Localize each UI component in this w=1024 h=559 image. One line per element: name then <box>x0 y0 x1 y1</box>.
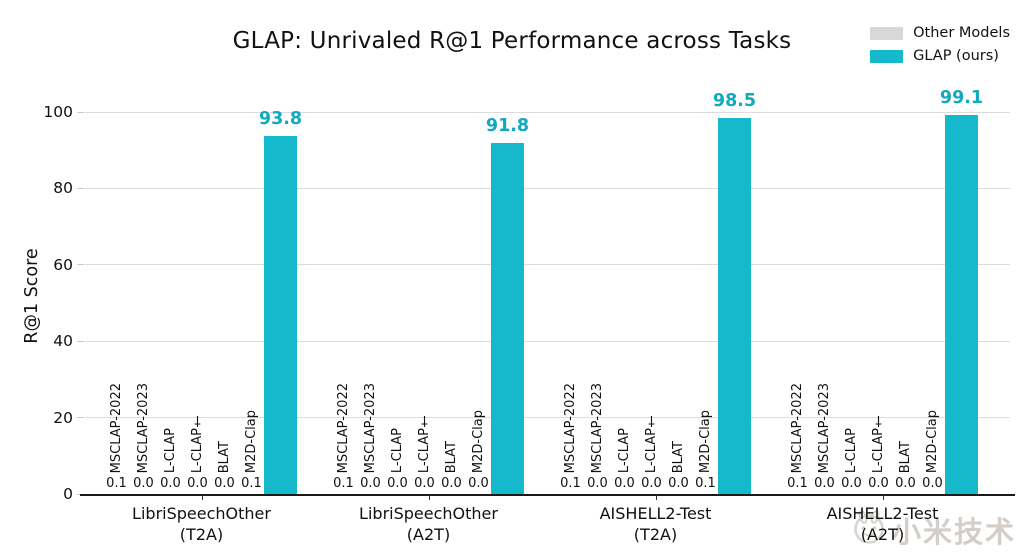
other-model-name: M2D-Clap <box>697 409 713 473</box>
glap-bar <box>718 117 751 494</box>
other-model-name: MSCLAP-2023 <box>589 382 605 473</box>
other-model-name: MSCLAP-2022 <box>789 382 805 473</box>
category-label-line2: (A2T) <box>406 525 451 544</box>
other-model-name: MSCLAP-2022 <box>108 382 124 473</box>
other-model-value: 0.0 <box>895 476 916 491</box>
other-model-name: L-CLAP <box>843 427 859 473</box>
other-model-value: 0.1 <box>560 476 581 491</box>
other-model-value: 0.0 <box>587 476 608 491</box>
other-model-name: BLAT <box>443 440 459 473</box>
other-model-name: M2D-Clap <box>470 409 486 473</box>
other-model-value: 0.0 <box>414 476 435 491</box>
glap-bar <box>264 135 297 494</box>
x-tick-mark <box>201 495 203 500</box>
legend-swatch <box>870 26 904 40</box>
other-model-name: MSCLAP-2023 <box>135 382 151 473</box>
glap-bar <box>945 115 978 494</box>
gridline <box>85 187 1010 189</box>
gridline <box>85 111 1010 113</box>
legend-entry: Other Models <box>870 25 1010 41</box>
legend-label: GLAP (ours) <box>913 48 999 64</box>
y-tick-mark <box>77 111 84 113</box>
legend: Other Models GLAP (ours) <box>870 25 1010 64</box>
other-model-name: BLAT <box>897 440 913 473</box>
x-axis-line <box>80 493 1015 496</box>
other-model-name: L-CLAP <box>616 427 632 473</box>
glap-bar-value: 91.8 <box>485 116 530 137</box>
y-tick-label: 80 <box>53 179 73 198</box>
other-model-value: 0.0 <box>841 476 862 491</box>
gridline <box>85 264 1010 266</box>
y-tick-label: 0 <box>63 485 73 503</box>
legend-swatch <box>870 49 904 63</box>
y-tick-mark <box>77 187 84 189</box>
gridline <box>85 340 1010 342</box>
gridline <box>85 417 1010 419</box>
other-model-name: L-CLAP† <box>870 412 886 473</box>
other-model-name: MSCLAP-2023 <box>816 382 832 473</box>
category-label-line1: AISHELL2-Test <box>599 504 712 523</box>
other-model-value: 0.0 <box>187 476 208 491</box>
x-tick-mark <box>655 495 657 500</box>
other-model-name: MSCLAP-2022 <box>335 382 351 473</box>
other-model-value: 0.0 <box>668 476 689 491</box>
other-model-value: 0.0 <box>922 476 943 491</box>
other-model-value: 0.0 <box>614 476 635 491</box>
other-model-value: 0.0 <box>641 476 662 491</box>
other-model-value: 0.0 <box>160 476 181 491</box>
other-model-value: 0.0 <box>468 476 489 491</box>
other-model-name: L-CLAP† <box>416 412 432 473</box>
glap-bar-value: 99.1 <box>939 88 984 109</box>
other-model-name: L-CLAP <box>162 427 178 473</box>
other-model-name: L-CLAP <box>389 427 405 473</box>
y-tick-mark <box>77 340 84 342</box>
y-tick-label: 40 <box>53 332 73 351</box>
other-model-value: 0.1 <box>333 476 354 491</box>
other-model-value: 0.0 <box>441 476 462 491</box>
glap-bar <box>491 143 524 494</box>
other-model-value: 0.0 <box>360 476 381 491</box>
legend-entry: GLAP (ours) <box>870 48 1010 64</box>
y-tick-label: 20 <box>53 408 73 427</box>
other-model-name: BLAT <box>670 440 686 473</box>
chart-title: GLAP: Unrivaled R@1 Performance across T… <box>232 28 792 54</box>
other-model-name: M2D-Clap <box>924 409 940 473</box>
other-model-name: M2D-Clap <box>243 409 259 473</box>
other-model-value: 0.1 <box>787 476 808 491</box>
y-tick-label: 60 <box>53 255 73 274</box>
other-model-name: L-CLAP† <box>189 412 205 473</box>
y-tick-mark <box>77 417 84 419</box>
category-label-line2: (A2T) <box>860 525 905 544</box>
legend-label: Other Models <box>913 25 1010 41</box>
other-model-value: 0.1 <box>106 476 127 491</box>
x-tick-mark <box>882 495 884 500</box>
other-model-name: MSCLAP-2023 <box>362 382 378 473</box>
glap-bar-value: 98.5 <box>712 90 757 111</box>
category-label-line1: LibriSpeechOther <box>132 504 271 523</box>
glap-bar-value: 93.8 <box>258 108 303 129</box>
other-model-name: L-CLAP† <box>643 412 659 473</box>
other-model-value: 0.1 <box>695 476 716 491</box>
other-model-value: 0.0 <box>868 476 889 491</box>
category-label-line2: (T2A) <box>633 525 678 544</box>
other-model-value: 0.1 <box>241 476 262 491</box>
other-model-value: 0.0 <box>814 476 835 491</box>
other-model-value: 0.0 <box>133 476 154 491</box>
category-label-line2: (T2A) <box>179 525 224 544</box>
other-model-value: 0.0 <box>214 476 235 491</box>
y-tick-label: 100 <box>43 103 73 121</box>
other-model-name: BLAT <box>216 440 232 473</box>
category-label-line1: LibriSpeechOther <box>359 504 498 523</box>
other-model-value: 0.0 <box>387 476 408 491</box>
y-tick-mark <box>77 264 84 266</box>
x-tick-mark <box>428 495 430 500</box>
category-label-line1: AISHELL2-Test <box>826 504 939 523</box>
other-model-name: MSCLAP-2022 <box>562 382 578 473</box>
